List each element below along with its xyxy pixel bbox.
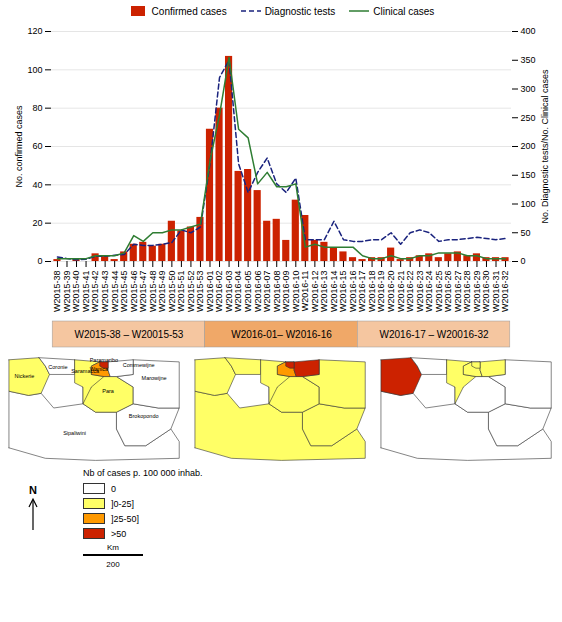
svg-text:W2016-01: W2016-01 xyxy=(205,271,215,313)
svg-text:W2016-11: W2016-11 xyxy=(300,271,310,312)
svg-text:W2015-38 – W20015-53: W2015-38 – W20015-53 xyxy=(74,329,183,340)
svg-text:W2016-13: W2016-13 xyxy=(319,271,329,313)
svg-text:W2016-19: W2016-19 xyxy=(376,271,386,313)
svg-text:W2016-16: W2016-16 xyxy=(348,271,358,313)
svg-text:150: 150 xyxy=(521,170,536,180)
svg-text:60: 60 xyxy=(32,141,42,151)
svg-text:200: 200 xyxy=(106,560,120,569)
svg-text:40: 40 xyxy=(32,180,42,190)
svg-text:W2016-03: W2016-03 xyxy=(224,271,234,313)
svg-text:W2016-23: W2016-23 xyxy=(415,271,425,313)
svg-text:No. confirmed cases: No. confirmed cases xyxy=(14,105,24,188)
svg-text:W2015-38: W2015-38 xyxy=(52,271,62,313)
svg-text:Para: Para xyxy=(102,388,115,394)
svg-text:W2016-12: W2016-12 xyxy=(310,271,320,313)
svg-text:Brokopondo: Brokopondo xyxy=(129,413,159,419)
svg-text:50: 50 xyxy=(521,228,531,238)
svg-text:120: 120 xyxy=(27,26,42,36)
svg-text:W2015-41: W2015-41 xyxy=(81,271,91,313)
svg-text:W2015-46: W2015-46 xyxy=(129,271,139,313)
svg-text:W2016-21: W2016-21 xyxy=(396,271,406,313)
svg-text:W2016-04: W2016-04 xyxy=(233,271,243,313)
html-text:Clinical cases: Clinical cases xyxy=(373,5,435,17)
svg-text:Sipaliwini: Sipaliwini xyxy=(63,430,86,436)
svg-text:W2016-05: W2016-05 xyxy=(243,271,253,313)
svg-text:W2016-28: W2016-28 xyxy=(462,271,472,313)
svg-text:W2016-09: W2016-09 xyxy=(281,271,291,313)
svg-text:W2016-10: W2016-10 xyxy=(291,271,301,313)
svg-text:W2015-45: W2015-45 xyxy=(119,271,129,313)
svg-text:Marowijne: Marowijne xyxy=(142,375,167,381)
svg-text:W2015-40: W2015-40 xyxy=(71,271,81,313)
svg-text:Paramaribo: Paramaribo xyxy=(90,357,118,363)
svg-text:W2015-53: W2015-53 xyxy=(195,271,205,313)
svg-text:W2015-47: W2015-47 xyxy=(138,271,148,313)
html-text:]0-25]: ]0-25] xyxy=(111,498,134,509)
svg-text:200: 200 xyxy=(521,141,536,151)
svg-text:W2016-17: W2016-17 xyxy=(357,271,367,313)
svg-text:W2015-43: W2015-43 xyxy=(100,271,110,313)
svg-text:W2016-31: W2016-31 xyxy=(491,271,501,313)
svg-text:Coronie: Coronie xyxy=(48,364,67,370)
svg-text:Km: Km xyxy=(107,543,119,552)
svg-text:W2015-51: W2015-51 xyxy=(176,271,186,313)
svg-text:Wanica: Wanica xyxy=(90,366,109,372)
svg-text:20: 20 xyxy=(32,218,42,228)
svg-text:W2016-15: W2016-15 xyxy=(338,271,348,313)
svg-text:W2015-49: W2015-49 xyxy=(157,271,167,313)
svg-text:W2016-02: W2016-02 xyxy=(214,271,224,313)
html-text:Confirmed cases: Confirmed cases xyxy=(151,5,227,17)
svg-text:W2016-18: W2016-18 xyxy=(367,271,377,313)
svg-text:W2015-48: W2015-48 xyxy=(148,271,158,313)
svg-text:W2016-22: W2016-22 xyxy=(405,271,415,313)
html-text:Diagnostic tests: Diagnostic tests xyxy=(264,5,336,17)
svg-text:W2015-50: W2015-50 xyxy=(167,271,177,313)
svg-text:250: 250 xyxy=(521,113,536,123)
html-text:>50: >50 xyxy=(111,528,127,539)
svg-text:Nickerie: Nickerie xyxy=(14,373,34,379)
html-text:Nb of cases p. 100 000 inhab.: Nb of cases p. 100 000 inhab. xyxy=(83,468,203,478)
svg-text:W2016-32: W2016-32 xyxy=(500,271,510,313)
svg-text:100: 100 xyxy=(521,199,536,209)
svg-text:100: 100 xyxy=(27,65,42,75)
svg-text:W2016-27: W2016-27 xyxy=(453,271,463,313)
svg-text:W2015-39: W2015-39 xyxy=(62,271,72,313)
svg-text:W2016-07: W2016-07 xyxy=(262,271,272,313)
svg-text:Commewijne: Commewijne xyxy=(123,362,155,368)
svg-text:300: 300 xyxy=(521,84,536,94)
svg-text:W2015-52: W2015-52 xyxy=(186,271,196,313)
svg-text:0: 0 xyxy=(521,256,526,266)
svg-text:W2016-14: W2016-14 xyxy=(329,271,339,313)
svg-text:W2016-20: W2016-20 xyxy=(386,271,396,313)
svg-text:400: 400 xyxy=(521,26,536,36)
svg-text:N: N xyxy=(29,484,37,496)
html-text:0: 0 xyxy=(111,483,116,494)
svg-text:W2016-08: W2016-08 xyxy=(272,271,282,313)
svg-text:W2015-42: W2015-42 xyxy=(90,271,100,313)
html-text:]25-50]: ]25-50] xyxy=(111,513,139,524)
svg-text:W2016-01– W2016-16: W2016-01– W2016-16 xyxy=(231,329,332,340)
svg-text:W2016-17 – W20016-32: W2016-17 – W20016-32 xyxy=(380,329,489,340)
svg-text:No. Diagnostic tests/No. Clini: No. Diagnostic tests/No. Clinical cases xyxy=(540,69,550,224)
svg-text:0: 0 xyxy=(37,256,42,266)
svg-text:W2016-24: W2016-24 xyxy=(424,271,434,313)
svg-text:W2016-06: W2016-06 xyxy=(253,271,263,313)
svg-text:W2016-26: W2016-26 xyxy=(443,271,453,313)
svg-text:W2016-30: W2016-30 xyxy=(481,271,491,313)
svg-text:W2016-29: W2016-29 xyxy=(472,271,482,313)
svg-text:W2016-25: W2016-25 xyxy=(434,271,444,313)
svg-text:W2015-44: W2015-44 xyxy=(110,271,120,313)
svg-text:80: 80 xyxy=(32,103,42,113)
svg-text:Saramacca: Saramacca xyxy=(71,367,99,374)
svg-text:350: 350 xyxy=(521,55,536,65)
